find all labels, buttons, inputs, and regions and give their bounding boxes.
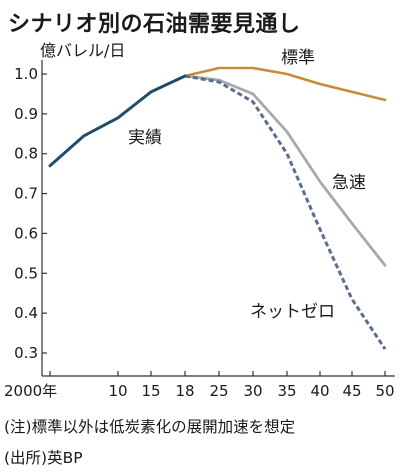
series-label-actual: 実績 — [128, 128, 162, 148]
x-tick-label: 10 — [108, 382, 127, 400]
y-tick-label: 0.7 — [14, 185, 38, 203]
x-tick-label: 50 — [375, 382, 394, 400]
y-tick-label: 0.4 — [14, 304, 38, 322]
series-line-rapid — [183, 74, 387, 267]
y-tick-label: 1.0 — [14, 65, 38, 83]
x-tick-label: 45 — [342, 382, 361, 400]
x-tick-label: 35 — [277, 382, 296, 400]
y-tick-label: 0.5 — [14, 264, 38, 282]
y-tick-label: 0.9 — [14, 105, 38, 123]
series-label-standard: 標準 — [281, 48, 315, 68]
y-axis-unit-label: 億バレル/日 — [40, 41, 126, 60]
x-tick-label: 40 — [310, 382, 329, 400]
chart-source: (出所)英BP — [4, 449, 83, 467]
series-line-netzero — [184, 74, 387, 350]
series-label-rapid: 急速 — [332, 173, 366, 193]
x-tick-label: 18 — [175, 382, 194, 400]
series-line-standard — [183, 66, 387, 102]
series-label-netzero: ネットゼロ — [250, 302, 335, 322]
y-tick-label: 0.8 — [14, 145, 38, 163]
x-tick-label: 15 — [141, 382, 160, 400]
x-tick-label: 2000年 — [4, 382, 57, 400]
y-tick-label: 0.3 — [14, 344, 38, 362]
chart-footnote: (注)標準以外は低炭素化の展開加速を想定 — [4, 418, 296, 436]
chart-title: シナリオ別の石油需要見通し — [8, 12, 301, 37]
y-tick-label: 0.6 — [14, 224, 38, 242]
x-tick-label: 25 — [209, 382, 228, 400]
x-tick-label: 30 — [243, 382, 262, 400]
series-line-actual — [48, 74, 187, 168]
